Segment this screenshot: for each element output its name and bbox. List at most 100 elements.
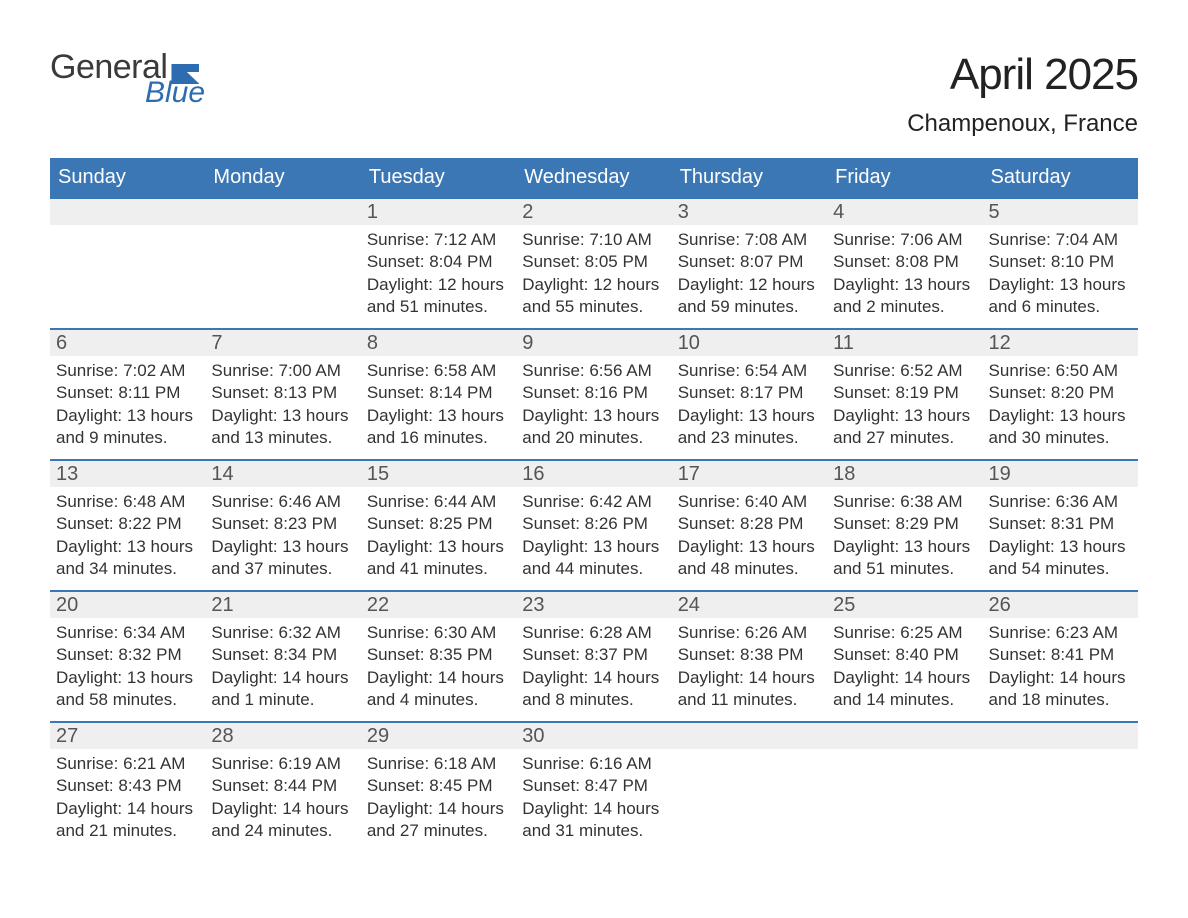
day-number: 15 [361,461,516,487]
location-subtitle: Champenoux, France [907,110,1138,138]
day-daylight2: and 31 minutes. [522,820,665,841]
day-sunset: Sunset: 8:32 PM [56,644,199,665]
day-sunrise: Sunrise: 6:26 AM [678,622,821,643]
day-sunrise: Sunrise: 7:06 AM [833,229,976,250]
day-daylight1: Daylight: 13 hours [833,536,976,557]
day-body: Sunrise: 6:58 AMSunset: 8:14 PMDaylight:… [361,356,516,459]
day-cell: 2Sunrise: 7:10 AMSunset: 8:05 PMDaylight… [516,199,671,328]
day-number: 4 [827,199,982,225]
day-body: Sunrise: 6:19 AMSunset: 8:44 PMDaylight:… [205,749,360,852]
day-number: 17 [672,461,827,487]
day-sunset: Sunset: 8:44 PM [211,775,354,796]
logo-top-line: General [50,50,205,84]
day-daylight2: and 9 minutes. [56,427,199,448]
day-body: Sunrise: 6:34 AMSunset: 8:32 PMDaylight:… [50,618,205,721]
day-number: 18 [827,461,982,487]
day-daylight1: Daylight: 13 hours [678,536,821,557]
day-cell: 18Sunrise: 6:38 AMSunset: 8:29 PMDayligh… [827,461,982,590]
day-daylight2: and 58 minutes. [56,689,199,710]
day-daylight2: and 20 minutes. [522,427,665,448]
day-cell: 27Sunrise: 6:21 AMSunset: 8:43 PMDayligh… [50,723,205,852]
day-sunset: Sunset: 8:40 PM [833,644,976,665]
day-body: Sunrise: 6:46 AMSunset: 8:23 PMDaylight:… [205,487,360,590]
weekday-header-sunday: Sunday [50,158,205,197]
day-sunrise: Sunrise: 6:52 AM [833,360,976,381]
day-number [827,723,982,749]
day-number: 23 [516,592,671,618]
day-body: Sunrise: 6:32 AMSunset: 8:34 PMDaylight:… [205,618,360,721]
day-sunrise: Sunrise: 6:28 AM [522,622,665,643]
day-daylight1: Daylight: 13 hours [833,274,976,295]
day-sunset: Sunset: 8:23 PM [211,513,354,534]
day-cell: 1Sunrise: 7:12 AMSunset: 8:04 PMDaylight… [361,199,516,328]
day-sunset: Sunset: 8:35 PM [367,644,510,665]
day-body: Sunrise: 7:04 AMSunset: 8:10 PMDaylight:… [983,225,1138,328]
day-daylight1: Daylight: 13 hours [56,667,199,688]
day-body: Sunrise: 6:44 AMSunset: 8:25 PMDaylight:… [361,487,516,590]
day-sunset: Sunset: 8:26 PM [522,513,665,534]
day-sunrise: Sunrise: 6:21 AM [56,753,199,774]
day-sunrise: Sunrise: 7:00 AM [211,360,354,381]
day-sunrise: Sunrise: 6:18 AM [367,753,510,774]
day-cell: 4Sunrise: 7:06 AMSunset: 8:08 PMDaylight… [827,199,982,328]
day-body: Sunrise: 6:40 AMSunset: 8:28 PMDaylight:… [672,487,827,590]
day-daylight2: and 55 minutes. [522,296,665,317]
calendar: SundayMondayTuesdayWednesdayThursdayFrid… [50,158,1138,852]
day-body: Sunrise: 6:52 AMSunset: 8:19 PMDaylight:… [827,356,982,459]
day-daylight2: and 48 minutes. [678,558,821,579]
day-sunset: Sunset: 8:37 PM [522,644,665,665]
day-cell: 25Sunrise: 6:25 AMSunset: 8:40 PMDayligh… [827,592,982,721]
day-cell: 9Sunrise: 6:56 AMSunset: 8:16 PMDaylight… [516,330,671,459]
day-sunrise: Sunrise: 7:08 AM [678,229,821,250]
day-number: 14 [205,461,360,487]
day-body: Sunrise: 7:02 AMSunset: 8:11 PMDaylight:… [50,356,205,459]
day-body: Sunrise: 7:00 AMSunset: 8:13 PMDaylight:… [205,356,360,459]
day-number: 27 [50,723,205,749]
day-daylight2: and 59 minutes. [678,296,821,317]
day-sunset: Sunset: 8:20 PM [989,382,1132,403]
weekday-header-tuesday: Tuesday [361,158,516,197]
month-year-title: April 2025 [907,50,1138,100]
day-daylight2: and 8 minutes. [522,689,665,710]
day-body: Sunrise: 6:25 AMSunset: 8:40 PMDaylight:… [827,618,982,721]
weekday-header-thursday: Thursday [672,158,827,197]
day-cell: 3Sunrise: 7:08 AMSunset: 8:07 PMDaylight… [672,199,827,328]
day-body [50,225,205,239]
day-sunset: Sunset: 8:31 PM [989,513,1132,534]
day-cell: 8Sunrise: 6:58 AMSunset: 8:14 PMDaylight… [361,330,516,459]
day-body: Sunrise: 6:16 AMSunset: 8:47 PMDaylight:… [516,749,671,852]
day-sunrise: Sunrise: 7:04 AM [989,229,1132,250]
day-body: Sunrise: 6:36 AMSunset: 8:31 PMDaylight:… [983,487,1138,590]
day-number: 3 [672,199,827,225]
day-cell: 16Sunrise: 6:42 AMSunset: 8:26 PMDayligh… [516,461,671,590]
day-cell: 20Sunrise: 6:34 AMSunset: 8:32 PMDayligh… [50,592,205,721]
day-body: Sunrise: 7:10 AMSunset: 8:05 PMDaylight:… [516,225,671,328]
weekday-header-wednesday: Wednesday [516,158,671,197]
day-number: 22 [361,592,516,618]
day-daylight2: and 14 minutes. [833,689,976,710]
day-daylight2: and 27 minutes. [367,820,510,841]
day-sunset: Sunset: 8:14 PM [367,382,510,403]
day-cell [672,723,827,852]
day-cell: 19Sunrise: 6:36 AMSunset: 8:31 PMDayligh… [983,461,1138,590]
day-daylight1: Daylight: 14 hours [522,798,665,819]
day-number: 29 [361,723,516,749]
day-body: Sunrise: 6:18 AMSunset: 8:45 PMDaylight:… [361,749,516,852]
day-daylight1: Daylight: 14 hours [211,667,354,688]
day-sunrise: Sunrise: 6:46 AM [211,491,354,512]
day-body: Sunrise: 6:48 AMSunset: 8:22 PMDaylight:… [50,487,205,590]
day-sunset: Sunset: 8:17 PM [678,382,821,403]
day-daylight2: and 37 minutes. [211,558,354,579]
day-number [983,723,1138,749]
day-daylight2: and 51 minutes. [367,296,510,317]
week-row: 20Sunrise: 6:34 AMSunset: 8:32 PMDayligh… [50,590,1138,721]
day-number: 5 [983,199,1138,225]
day-number: 13 [50,461,205,487]
day-daylight1: Daylight: 13 hours [678,405,821,426]
day-sunrise: Sunrise: 6:54 AM [678,360,821,381]
day-number [205,199,360,225]
day-body: Sunrise: 6:21 AMSunset: 8:43 PMDaylight:… [50,749,205,852]
day-sunrise: Sunrise: 6:50 AM [989,360,1132,381]
day-sunset: Sunset: 8:43 PM [56,775,199,796]
day-daylight1: Daylight: 14 hours [989,667,1132,688]
